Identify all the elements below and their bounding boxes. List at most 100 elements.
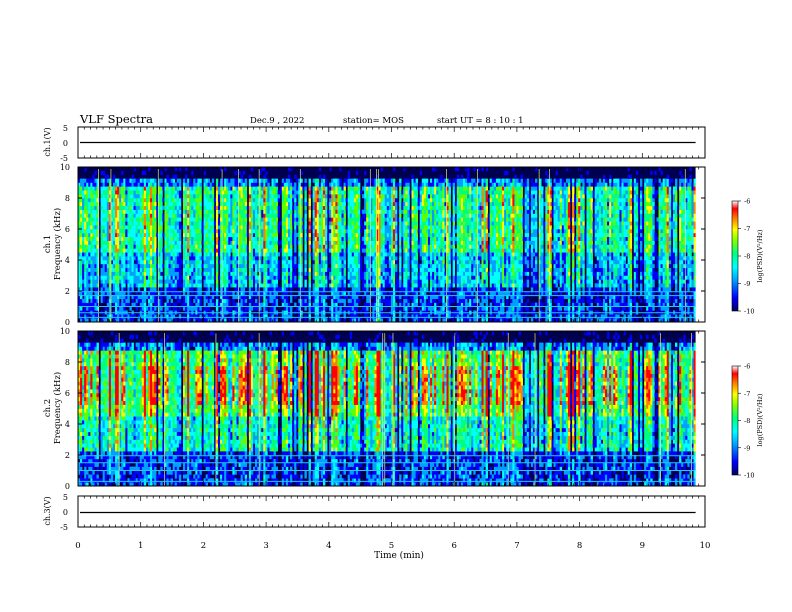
spectrogram-cell: [169, 287, 171, 291]
spectrogram-cell: [185, 237, 187, 241]
spectrogram-cell: [247, 233, 249, 237]
spectrogram-cell: [383, 245, 385, 249]
spectrogram-cell: [150, 256, 152, 260]
spectrogram-cell: [383, 233, 385, 237]
spectrogram-cell: [372, 268, 374, 272]
spectrogram-cell: [331, 248, 333, 252]
spectrogram-cell: [321, 264, 323, 268]
spectrogram-cell: [290, 194, 292, 198]
spectrogram-cell: [169, 194, 171, 198]
spectrogram-cell: [84, 217, 86, 221]
spectrogram-cell: [265, 183, 267, 187]
spectrogram-cell: [251, 241, 253, 245]
spectrogram-cell: [103, 179, 105, 183]
spectrogram-cell: [251, 194, 253, 198]
spectrogram-cell: [249, 198, 251, 202]
spectrogram-cell: [372, 287, 374, 291]
spectrogram-cell: [167, 175, 169, 179]
spectrogram-cell: [208, 248, 210, 252]
spectrogram-cell: [123, 248, 125, 252]
spectrogram-cell: [150, 221, 152, 225]
spectrogram-cell: [152, 276, 154, 280]
spectrogram-cell: [80, 229, 82, 233]
spectrogram-cell: [284, 276, 286, 280]
spectrogram-cell: [123, 210, 125, 214]
spectrogram-cell: [296, 190, 298, 194]
spectrogram-cell: [263, 202, 265, 206]
spectrogram-cell: [210, 186, 212, 190]
spectrogram-cell: [313, 287, 315, 291]
spectrogram-cell: [265, 237, 267, 241]
spectrogram-cell: [356, 233, 358, 237]
spectrogram-cell: [144, 237, 146, 241]
spectrogram-cell: [183, 279, 185, 283]
spectrogram-cell: [150, 217, 152, 221]
spectrogram-cell: [364, 198, 366, 202]
spectrogram-cell: [282, 186, 284, 190]
spectrogram-cell: [358, 202, 360, 206]
spectrogram-cell: [284, 272, 286, 276]
spectrogram-cell: [245, 279, 247, 283]
spectrogram-cell: [212, 221, 214, 225]
spectrogram-cell: [267, 248, 269, 252]
spectrogram-cell: [348, 186, 350, 190]
spectrogram-cell: [123, 287, 125, 291]
spectrogram-cell: [383, 217, 385, 221]
spectrogram-cell: [372, 202, 374, 206]
spectrogram-cell: [356, 217, 358, 221]
spectrogram-cell: [313, 272, 315, 276]
spectrogram-cell: [263, 276, 265, 280]
spectrogram-cell: [152, 198, 154, 202]
spectrogram-cell: [142, 217, 144, 221]
spectrogram-cell: [224, 194, 226, 198]
spectrogram-cell: [339, 210, 341, 214]
spectrogram-cell: [381, 287, 383, 291]
spectrogram-cell: [101, 272, 103, 276]
spectrogram-cell: [115, 299, 117, 303]
spectrogram-cell: [272, 183, 274, 187]
spectrogram-cell: [296, 194, 298, 198]
spectrogram-cell: [269, 225, 271, 229]
spectrogram-cell: [150, 268, 152, 272]
spectrogram-cell: [204, 283, 206, 287]
spectrogram-cell: [94, 260, 96, 264]
spectrogram-cell: [249, 221, 251, 225]
spectrogram-cell: [381, 194, 383, 198]
spectrogram-cell: [290, 245, 292, 249]
spectrogram-cell: [154, 186, 156, 190]
spectrogram-cell: [197, 260, 199, 264]
spectrogram-cell: [325, 307, 327, 311]
spectrogram-cell: [105, 217, 107, 221]
spectrogram-cell: [381, 206, 383, 210]
spectrogram-cell: [177, 260, 179, 264]
spectrogram-cell: [241, 229, 243, 233]
spectrogram-cell: [253, 245, 255, 249]
spectrogram-cell: [366, 217, 368, 221]
spectrogram-cell: [138, 179, 140, 183]
spectrogram-cell: [352, 256, 354, 260]
spectrogram-cell: [82, 233, 84, 237]
spectrogram-cell: [383, 214, 385, 218]
spectrogram-cell: [274, 272, 276, 276]
spectrogram-cell: [134, 202, 136, 206]
spectrogram-cell: [132, 210, 134, 214]
spectrogram-cell: [383, 202, 385, 206]
spectrogram-cell: [245, 206, 247, 210]
spectrogram-cell: [132, 237, 134, 241]
spectrogram-cell: [321, 206, 323, 210]
spectrogram-cell: [360, 256, 362, 260]
spectrogram-cell: [350, 299, 352, 303]
spectrogram-cell: [282, 279, 284, 283]
spectrogram-cell: [121, 268, 123, 272]
spectrogram-cell: [319, 202, 321, 206]
spectrogram-cell: [331, 245, 333, 249]
spectrogram-cell: [366, 264, 368, 268]
spectrogram-cell: [199, 272, 201, 276]
spectrogram-cell: [255, 202, 257, 206]
spectrogram-cell: [352, 276, 354, 280]
spectrogram-cell: [212, 202, 214, 206]
spectrogram-cell: [269, 221, 271, 225]
spectrogram-cell: [317, 233, 319, 237]
spectrogram-cell: [175, 276, 177, 280]
spectrogram-cell: [117, 198, 119, 202]
